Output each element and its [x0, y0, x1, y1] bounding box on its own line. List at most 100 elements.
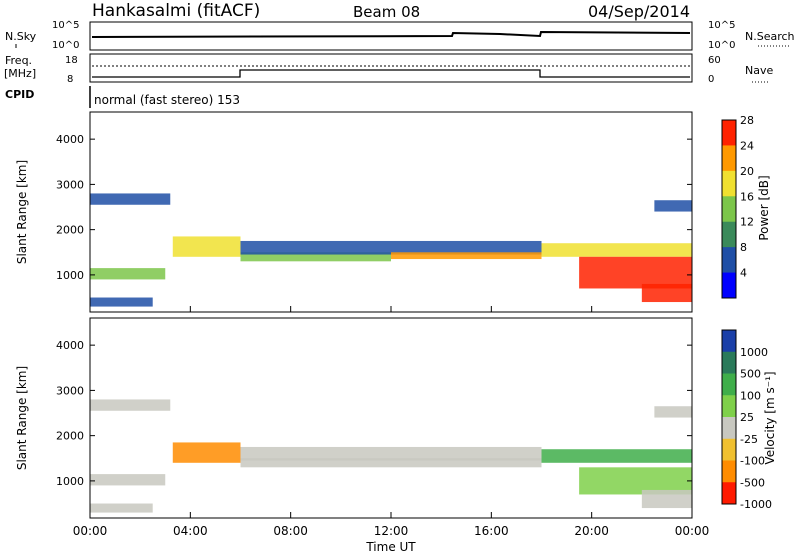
power-colorbar-tick: 16	[740, 190, 754, 203]
power-band	[90, 193, 171, 205]
velocity-colorbar-tick: 100	[740, 389, 761, 402]
station-title: Hankasalmi (fitACF)	[92, 1, 260, 21]
velocity-band	[90, 503, 153, 513]
velocity-colorbar-tick: -500	[740, 476, 765, 489]
cpid-text: normal (fast stereo) 153	[94, 93, 240, 107]
velocity-colorbar-swatch	[722, 373, 736, 396]
power-colorbar-tick: 4	[740, 267, 747, 280]
power-colorbar-swatch	[722, 272, 736, 299]
beam-title: Beam 08	[353, 3, 420, 21]
velocity-ytick-label: 4000	[56, 339, 84, 352]
power-colorbar-tick: 24	[740, 139, 754, 152]
velocity-colorbar: 1000 500 100 25 -25 -100 -500 -1000	[721, 329, 772, 511]
power-ylabel: Slant Range [km]	[15, 160, 29, 264]
velocity-colorbar-tick: -25	[740, 433, 758, 446]
velocity-ylabel: Slant Range [km]	[15, 366, 29, 470]
x-tick-label: 04:00	[173, 524, 208, 538]
power-colorbar-swatch	[722, 196, 736, 223]
freq-label-line1: Freq.	[5, 54, 32, 67]
power-band	[579, 256, 692, 289]
nave-label: Nave	[745, 64, 773, 77]
nsearch-tick-high: 10^5	[708, 20, 735, 31]
velocity-band	[90, 474, 166, 486]
date-title: 04/Sep/2014	[588, 2, 690, 21]
time-x-axis: 00:00 04:00 08:00 12:00 16:00 20:00 00:00	[73, 306, 710, 538]
x-tick-label: 12:00	[374, 524, 409, 538]
power-ytick-label: 4000	[56, 133, 84, 146]
power-ytick-label: 2000	[56, 224, 84, 237]
power-band	[172, 236, 241, 257]
velocity-ytick-label: 2000	[56, 430, 84, 443]
freq-tick-high: 18	[65, 55, 78, 66]
velocity-ytick-label: 1000	[56, 475, 84, 488]
power-colorbar-swatch	[722, 247, 736, 274]
power-colorbar-swatch	[722, 120, 736, 146]
power-ytick-label: 1000	[56, 269, 84, 282]
x-tick-label: 08:00	[273, 524, 308, 538]
nsky-tick-low: 10^0	[52, 40, 79, 51]
power-colorbar-swatch	[722, 145, 736, 172]
velocity-colorbar-swatch	[722, 351, 736, 374]
power-colorbar-swatch	[722, 170, 736, 197]
power-band	[90, 268, 166, 280]
velocity-colorbar-tick: -100	[740, 455, 765, 468]
velocity-colorbar-tick: 25	[740, 411, 754, 424]
velocity-colorbar-swatch	[722, 330, 736, 353]
power-ytick-label: 3000	[56, 178, 84, 191]
velocity-band	[240, 458, 542, 468]
x-tick-label: 16:00	[474, 524, 509, 538]
power-band	[240, 240, 542, 255]
freq-tick-low: 8	[67, 74, 73, 85]
velocity-band	[90, 399, 171, 411]
power-band	[641, 283, 692, 303]
nsearch-label: N.Search	[745, 30, 795, 43]
nave-trace	[92, 69, 690, 78]
nave-tick-low: 0	[708, 74, 714, 85]
velocity-colorbar-swatch	[722, 460, 736, 483]
x-tick-label: 20:00	[574, 524, 609, 538]
x-tick-label: 00:00	[73, 524, 108, 538]
freq-label-line2: [MHz]	[4, 67, 36, 80]
velocity-band	[579, 467, 692, 495]
velocity-colorbar-swatch	[722, 438, 736, 461]
nsky-tick-high: 10^5	[52, 20, 79, 31]
x-tick-label: 00:00	[675, 524, 710, 538]
velocity-colorbar-swatch	[722, 417, 736, 440]
velocity-colorbar-swatch	[722, 482, 736, 505]
velocity-band	[641, 489, 692, 509]
nave-tick-high: 60	[708, 55, 721, 66]
power-colorbar: 4 8 12 16 20 24 28	[721, 114, 754, 299]
power-band	[240, 252, 391, 262]
power-colorbar-tick: 8	[740, 241, 747, 254]
velocity-colorbar-tick: 500	[740, 368, 761, 381]
power-heatmap	[90, 193, 692, 307]
power-colorbar-tick: 20	[740, 165, 754, 178]
velocity-heatmap	[90, 399, 692, 513]
velocity-y-axis: 1000 2000 3000 4000	[56, 339, 692, 488]
power-band	[654, 200, 692, 212]
power-band	[541, 243, 692, 257]
nsky-panel	[89, 21, 693, 51]
freq-panel	[89, 53, 693, 83]
power-colorbar-tick: 28	[740, 114, 754, 127]
nsearch-tick-low: 10^0	[708, 40, 735, 51]
velocity-band	[172, 442, 241, 463]
power-y-axis: 1000 2000 3000 4000	[56, 133, 692, 282]
x-axis-label: Time UT	[365, 540, 416, 554]
power-colorbar-frame	[721, 119, 737, 299]
power-colorbar-tick: 12	[740, 216, 754, 229]
velocity-colorbar-tick: -1000	[740, 498, 772, 511]
velocity-colorbar-tick: 1000	[740, 346, 768, 359]
power-colorbar-label: Power [dB]	[757, 175, 771, 240]
velocity-ytick-label: 3000	[56, 384, 84, 397]
power-band	[391, 252, 542, 260]
power-colorbar-swatch	[722, 221, 736, 248]
velocity-colorbar-swatch	[722, 395, 736, 418]
power-band	[90, 297, 153, 307]
nsky-trace	[91, 30, 691, 38]
nsky-label: N.Sky	[5, 30, 37, 43]
velocity-band	[654, 406, 692, 418]
velocity-band	[541, 449, 692, 463]
velocity-colorbar-frame	[721, 329, 737, 505]
